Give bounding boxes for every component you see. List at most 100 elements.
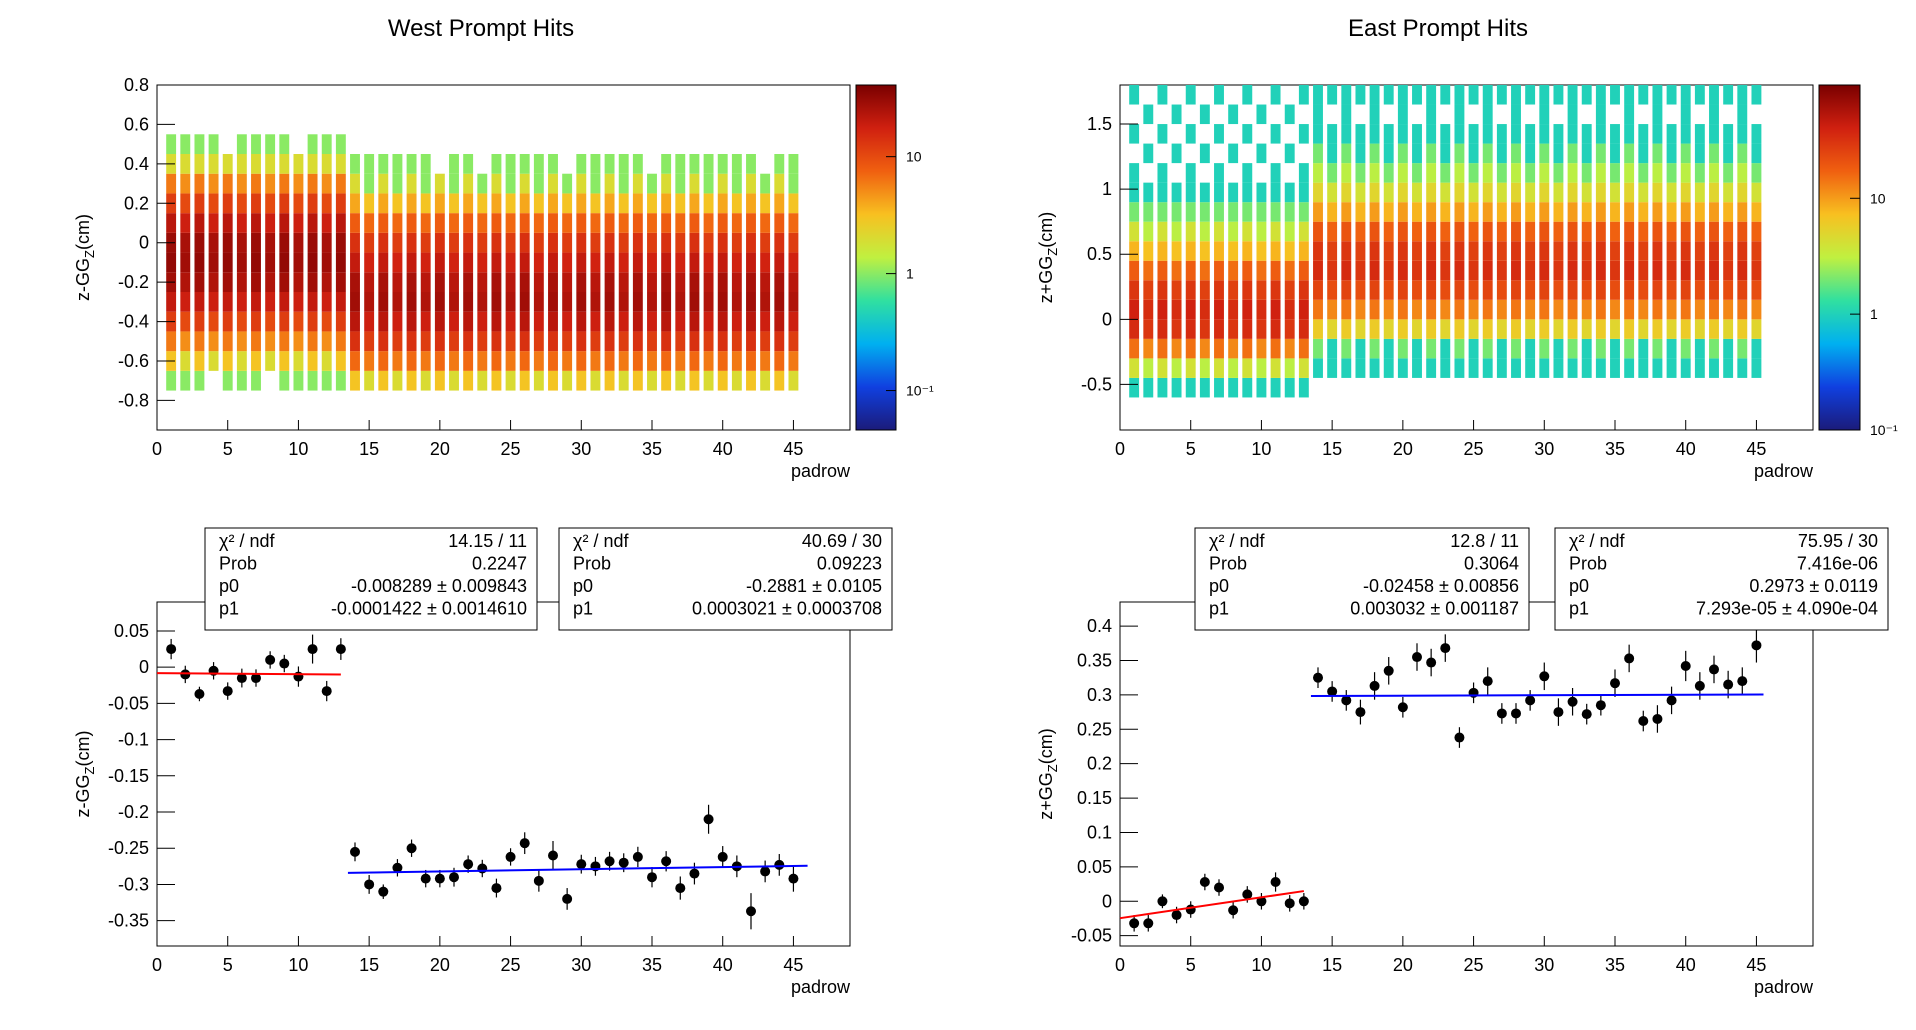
heat-cell	[1270, 241, 1281, 261]
heat-cell	[1581, 221, 1592, 242]
heat-cell	[533, 311, 544, 332]
heat-cell	[406, 370, 417, 391]
heat-cell	[1214, 182, 1224, 203]
heat-cell	[505, 292, 516, 312]
x-tick-label: 10	[288, 439, 308, 459]
heat-cell	[335, 272, 346, 292]
heat-cell	[618, 213, 629, 233]
data-point	[519, 838, 530, 849]
heat-cell	[505, 193, 516, 214]
heat-cell	[519, 272, 530, 292]
heat-cell	[1383, 358, 1394, 378]
heat-cell	[548, 154, 558, 174]
heat-cell	[1652, 221, 1663, 242]
heat-cell	[392, 173, 403, 194]
heat-cell	[731, 154, 742, 174]
heat-cell	[632, 311, 643, 332]
heat-cell	[321, 173, 332, 194]
x-tick-label: 25	[1464, 439, 1484, 459]
heat-cell	[661, 232, 672, 253]
heat-cell	[1440, 85, 1451, 105]
heat-cell	[1680, 241, 1691, 261]
heat-cell	[293, 193, 304, 214]
heat-cell	[477, 213, 488, 233]
heat-cell	[1567, 221, 1578, 242]
stats-value: 40.69 / 30	[802, 531, 882, 551]
heat-cell	[717, 331, 728, 352]
heat-cell	[1751, 338, 1762, 359]
heat-cell	[364, 173, 375, 194]
heat-cell	[717, 173, 728, 194]
data-point	[491, 883, 502, 894]
heat-cell	[463, 213, 474, 233]
heat-cell	[576, 311, 587, 332]
heat-cell	[1680, 202, 1691, 222]
heat-cell	[392, 154, 403, 174]
heat-cell	[1129, 338, 1140, 359]
heat-cell	[788, 331, 799, 352]
heat-cell	[1553, 143, 1564, 164]
heat-cell	[1426, 143, 1437, 164]
heat-cell	[1355, 319, 1366, 339]
heat-cell	[1256, 182, 1267, 203]
heat-cell	[1624, 202, 1635, 222]
heat-cell	[1369, 338, 1380, 359]
heat-cell	[1397, 202, 1408, 222]
y-tick-label: -0.25	[108, 838, 149, 858]
heat-cell	[1369, 221, 1380, 242]
heat-cell	[1737, 260, 1748, 281]
heat-cell	[1143, 143, 1154, 164]
heat-cell	[1185, 163, 1196, 183]
heat-cell	[1327, 338, 1338, 359]
heat-cell	[265, 154, 276, 174]
heat-cell	[1199, 143, 1210, 164]
data-point	[1199, 877, 1210, 888]
heat-cell	[1214, 319, 1224, 339]
heat-cell	[491, 272, 502, 292]
heat-cell	[1709, 358, 1719, 378]
heat-cell	[491, 351, 502, 371]
heat-cell	[675, 193, 686, 214]
heat-cell	[1199, 299, 1210, 320]
heat-cell	[1355, 299, 1366, 320]
heat-cell	[618, 232, 629, 253]
heat-cell	[449, 213, 459, 233]
data-point	[1185, 904, 1196, 915]
heat-cell	[1511, 104, 1521, 125]
y-tick-label: 0.35	[1077, 650, 1112, 670]
heat-cell	[661, 213, 672, 233]
heat-cell	[1468, 338, 1479, 359]
heat-cell	[1355, 202, 1366, 222]
heat-cell	[1666, 299, 1677, 320]
heat-cell	[1157, 338, 1168, 359]
heat-cell	[1199, 319, 1210, 339]
heat-cell	[406, 292, 417, 312]
heat-cell	[1539, 319, 1550, 339]
heat-cell	[335, 213, 346, 233]
heat-cell	[647, 232, 657, 253]
heat-cell	[788, 351, 799, 371]
heat-cell	[1298, 319, 1309, 339]
heat-cell	[632, 351, 643, 371]
heat-cell	[1397, 241, 1408, 261]
heat-cell	[1511, 319, 1521, 339]
heat-cell	[208, 311, 219, 332]
heat-cell	[335, 292, 346, 312]
heat-cell	[1511, 260, 1521, 281]
x-tick-label: 20	[430, 955, 450, 975]
heat-cell	[1412, 358, 1422, 378]
heat-cell	[1383, 163, 1394, 183]
heat-cell	[1185, 85, 1196, 105]
heat-cell	[364, 272, 375, 292]
heat-cell	[1496, 182, 1507, 203]
data-point	[307, 644, 318, 655]
heat-cell	[689, 292, 700, 312]
heat-cell	[533, 370, 544, 391]
heat-cell	[1723, 260, 1734, 281]
heat-cell	[1595, 260, 1606, 281]
heat-cell	[293, 154, 304, 174]
data-point	[293, 671, 304, 682]
heat-cell	[1426, 124, 1437, 144]
heat-cell	[1383, 338, 1394, 359]
heat-cell	[760, 370, 771, 391]
